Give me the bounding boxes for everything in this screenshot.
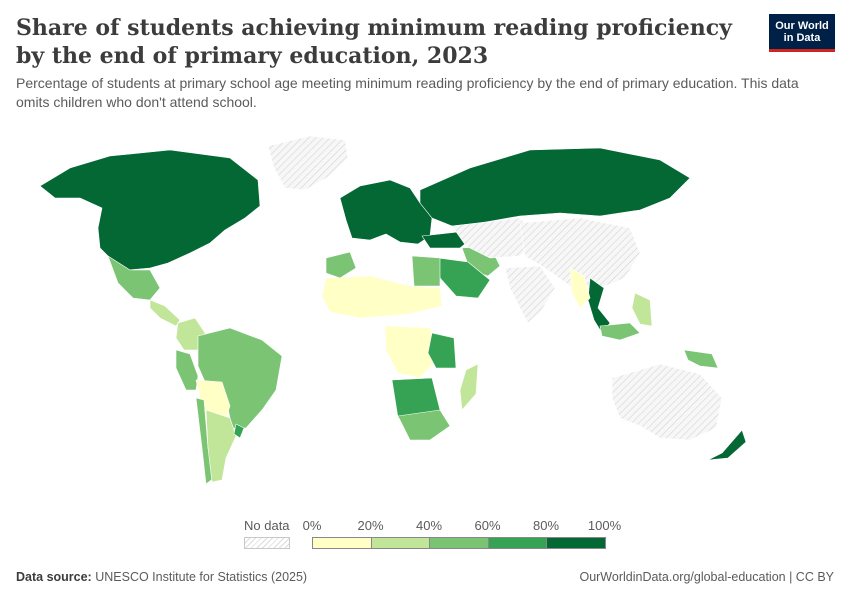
region-laos-cambodia[interactable] xyxy=(569,267,591,309)
legend-bin-80-100[interactable] xyxy=(546,537,606,549)
region-peru[interactable] xyxy=(175,349,199,391)
legend-tick: 60% xyxy=(474,518,501,533)
logo-line-2: in Data xyxy=(783,31,821,44)
region-australia[interactable] xyxy=(611,363,723,441)
legend: No data 0% 20% 40% 60% 80% 100% xyxy=(240,515,640,555)
region-madagascar[interactable] xyxy=(459,363,479,411)
region-kazakhstan-central-asia[interactable] xyxy=(451,217,541,259)
legend-tick: 0% xyxy=(302,518,322,533)
region-india[interactable] xyxy=(504,265,556,324)
legend-bin-40-60[interactable] xyxy=(429,537,489,549)
chart-subtitle: Percentage of students at primary school… xyxy=(16,75,799,110)
legend-bin-0-20[interactable] xyxy=(312,537,372,549)
region-egypt[interactable] xyxy=(411,255,441,287)
logo-line-1: Our World xyxy=(775,19,829,32)
world-map xyxy=(39,135,747,485)
region-russia[interactable] xyxy=(419,147,691,227)
data-source-link[interactable]: UNESCO Institute for Statistics (2025) xyxy=(95,570,308,584)
legend-bin-60-80[interactable] xyxy=(487,537,547,549)
region-new-zealand[interactable] xyxy=(707,429,747,461)
region-north-america[interactable] xyxy=(39,149,261,271)
region-argentina[interactable] xyxy=(205,409,237,483)
footer-url[interactable]: OurWorldinData.org/global-education | CC… xyxy=(579,570,834,584)
legend-tick: 80% xyxy=(532,518,560,533)
region-mexico[interactable] xyxy=(107,255,161,301)
legend-tick: 40% xyxy=(415,518,443,533)
region-europe[interactable] xyxy=(339,179,433,245)
legend-tick: 100% xyxy=(587,518,622,533)
legend-bin-20-40[interactable] xyxy=(370,537,430,549)
region-malaysia[interactable] xyxy=(599,322,641,341)
legend-nodata-swatch xyxy=(244,537,290,549)
region-dr-congo[interactable] xyxy=(384,325,439,379)
data-source-label: Data source: xyxy=(16,570,92,584)
data-source: Data source: UNESCO Institute for Statis… xyxy=(16,570,307,584)
region-vietnam[interactable] xyxy=(587,277,611,334)
region-morocco[interactable] xyxy=(325,251,357,279)
region-uruguay[interactable] xyxy=(233,423,245,439)
owid-logo[interactable]: Our World in Data xyxy=(769,14,835,52)
region-papua-new-guinea[interactable] xyxy=(683,349,719,369)
region-philippines[interactable] xyxy=(631,292,653,327)
region-central-america[interactable] xyxy=(149,299,181,327)
region-tanzania[interactable] xyxy=(427,332,457,369)
region-china[interactable] xyxy=(519,217,641,289)
legend-nodata-label: No data xyxy=(244,518,290,533)
chart-title: Share of students achieving minimum read… xyxy=(16,15,732,69)
region-greenland[interactable] xyxy=(267,135,349,191)
region-sahel[interactable] xyxy=(321,275,443,319)
legend-tick: 20% xyxy=(357,518,384,533)
region-south-africa[interactable] xyxy=(397,409,451,441)
